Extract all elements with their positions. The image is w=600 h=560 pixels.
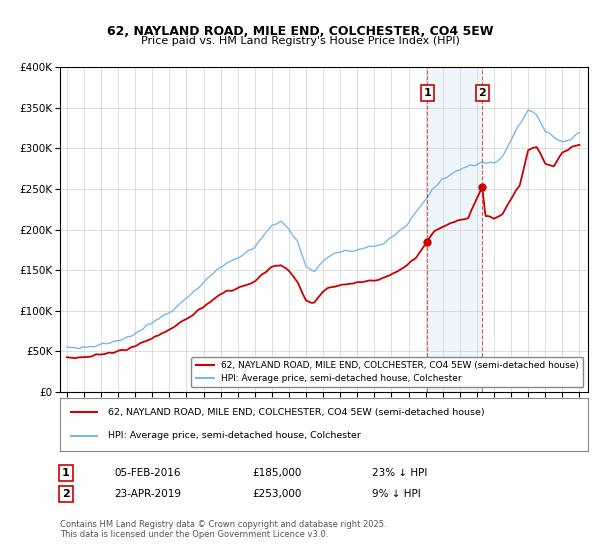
Text: 2: 2 bbox=[478, 88, 486, 98]
Legend: 62, NAYLAND ROAD, MILE END, COLCHESTER, CO4 5EW (semi-detached house), HPI: Aver: 62, NAYLAND ROAD, MILE END, COLCHESTER, … bbox=[191, 357, 583, 388]
Text: Contains HM Land Registry data © Crown copyright and database right 2025.
This d: Contains HM Land Registry data © Crown c… bbox=[60, 520, 386, 539]
Text: Price paid vs. HM Land Registry's House Price Index (HPI): Price paid vs. HM Land Registry's House … bbox=[140, 36, 460, 46]
Text: 23-APR-2019: 23-APR-2019 bbox=[114, 489, 181, 499]
Bar bbox=[427, 67, 482, 392]
Text: 05-FEB-2016: 05-FEB-2016 bbox=[114, 468, 181, 478]
Text: 23% ↓ HPI: 23% ↓ HPI bbox=[372, 468, 427, 478]
Text: £185,000: £185,000 bbox=[252, 468, 301, 478]
Text: 1: 1 bbox=[424, 88, 431, 98]
Text: 62, NAYLAND ROAD, MILE END, COLCHESTER, CO4 5EW: 62, NAYLAND ROAD, MILE END, COLCHESTER, … bbox=[107, 25, 493, 38]
Text: £253,000: £253,000 bbox=[252, 489, 301, 499]
Text: 62, NAYLAND ROAD, MILE END, COLCHESTER, CO4 5EW (semi-detached house): 62, NAYLAND ROAD, MILE END, COLCHESTER, … bbox=[107, 408, 484, 417]
Text: HPI: Average price, semi-detached house, Colchester: HPI: Average price, semi-detached house,… bbox=[107, 431, 361, 440]
Text: 2: 2 bbox=[62, 489, 70, 499]
Text: 1: 1 bbox=[62, 468, 70, 478]
Text: 9% ↓ HPI: 9% ↓ HPI bbox=[372, 489, 421, 499]
